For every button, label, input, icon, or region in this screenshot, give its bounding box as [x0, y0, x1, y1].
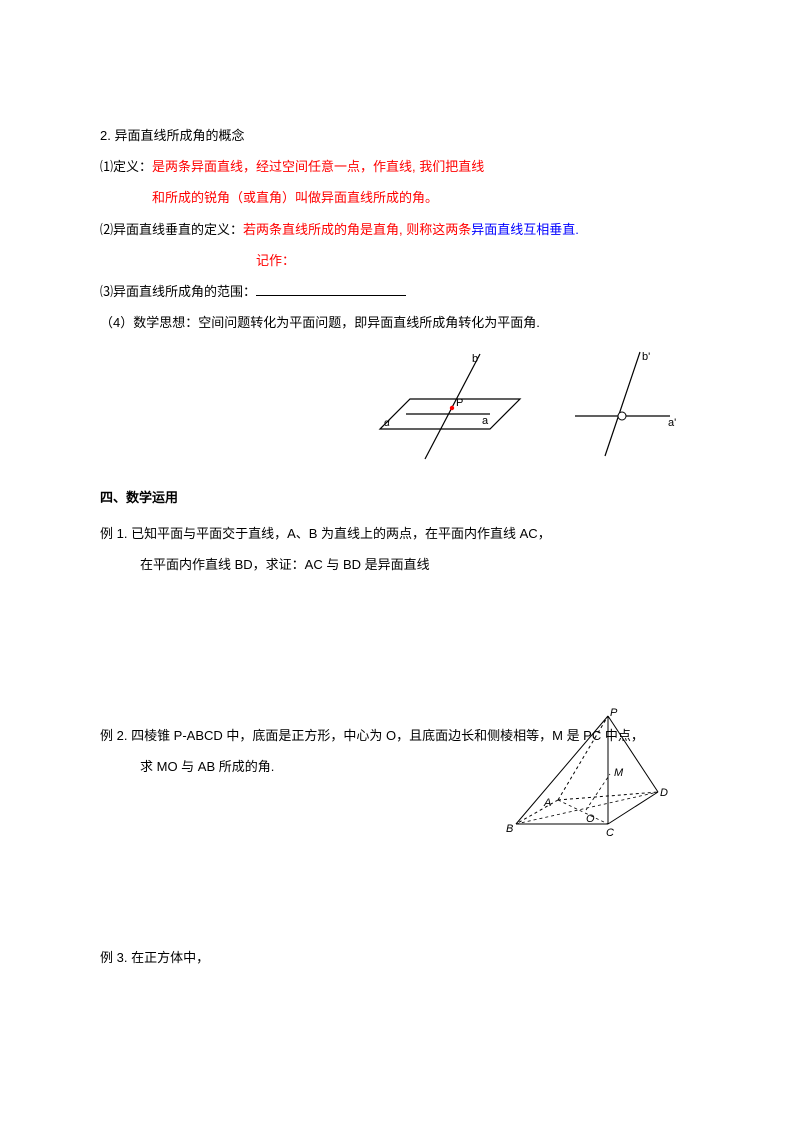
plane-diagram-icon: α a b P [360, 344, 540, 464]
def1-line2: 和所成的锐角（或直角）叫做异面直线所成的角。 [100, 182, 700, 213]
label-B: B [506, 823, 513, 835]
label-p: P [456, 397, 463, 409]
def4: （4）数学思想：空间问题转化为平面问题，即异面直线所成角转化为平面角. [100, 307, 700, 338]
def2-prefix: ⑵异面直线垂直的定义： [100, 222, 243, 237]
ex1-line2: 在平面内作直线 BD，求证：AC 与 BD 是异面直线 [100, 549, 700, 580]
label-P: P [610, 707, 618, 719]
page: 2. 异面直线所成角的概念 ⑴定义：是两条异面直线，经过空间任意一点，作直线, … [0, 0, 800, 1132]
def2-line1: ⑵异面直线垂直的定义：若两条直线所成的角是直角, 则称这两条异面直线互相垂直. [100, 214, 700, 245]
def2-jiezuo: 记作： [100, 245, 700, 276]
blank-line [256, 282, 406, 296]
ex2-block: 例 2. 四棱锥 P-ABCD 中，底面是正方形，中心为 O，且底面边长和侧棱相… [100, 720, 700, 782]
def3-text: ⑶异面直线所成角的范围： [100, 284, 256, 299]
cross-diagram-icon: a' b' [570, 344, 680, 464]
point-p-icon [450, 406, 454, 410]
diagram-row: α a b P a' b' [100, 344, 700, 464]
section4-title: 四、数学运用 [100, 482, 700, 513]
label-M: M [614, 767, 624, 779]
line-2-title: 2. 异面直线所成角的概念 [100, 120, 700, 151]
label-b: b [472, 353, 478, 365]
def1-text2: 和所成的锐角（或直角）叫做异面直线所成的角。 [152, 190, 438, 205]
def3: ⑶异面直线所成角的范围： [100, 276, 700, 307]
def1-text1: 是两条异面直线，经过空间任意一点，作直线, 我们把直线 [152, 159, 484, 174]
pyramid-diagram-icon: P B C D A O M [500, 706, 670, 846]
label-A: A [543, 797, 551, 809]
label-a2: a' [668, 417, 676, 429]
label-alpha: α [384, 418, 390, 429]
def1-line1: ⑴定义：是两条异面直线，经过空间任意一点，作直线, 我们把直线 [100, 151, 700, 182]
def2-blue: 异面直线互相垂直. [471, 222, 579, 237]
label-O: O [586, 813, 595, 825]
def1-prefix: ⑴定义： [100, 159, 152, 174]
ex1-line1: 例 1. 已知平面与平面交于直线，A、B 为直线上的两点，在平面内作直线 AC， [100, 518, 700, 549]
label-b2: b' [642, 351, 650, 363]
label-a: a [482, 415, 489, 427]
def2-mid: 若两条直线所成的角是直角, 则称这两条 [243, 222, 471, 237]
label-D: D [660, 787, 668, 799]
ex3-line1: 例 3. 在正方体中， [100, 942, 700, 973]
label-C: C [606, 827, 614, 839]
